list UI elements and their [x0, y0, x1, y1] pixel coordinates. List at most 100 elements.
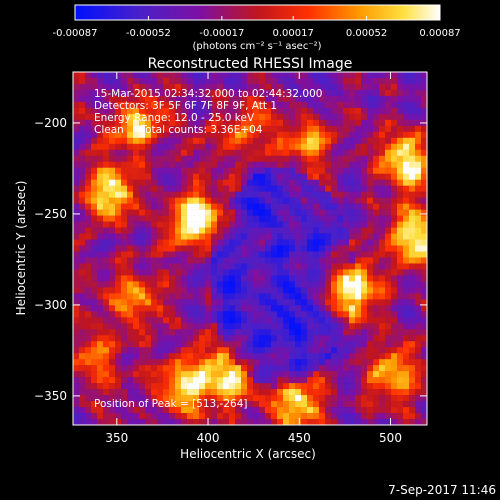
heatmap-cell [103, 101, 110, 109]
heatmap-cell [253, 311, 260, 318]
heatmap-cell [319, 365, 326, 372]
heatmap-cell [325, 221, 332, 228]
heatmap-cell [247, 215, 254, 222]
heatmap-cell [349, 107, 356, 115]
heatmap-cell [277, 281, 284, 288]
heatmap-cell [211, 107, 218, 115]
heatmap-cell [343, 161, 350, 169]
heatmap-cell [409, 263, 416, 270]
heatmap-cell [265, 371, 272, 378]
heatmap-cell [205, 305, 212, 312]
heatmap-cell [295, 281, 302, 288]
heatmap-cell [355, 137, 362, 145]
heatmap-cell [241, 131, 248, 139]
heatmap-cell [355, 119, 362, 127]
heatmap-cell [235, 72, 242, 79]
heatmap-cell [223, 203, 230, 210]
heatmap-cell [181, 401, 188, 408]
heatmap-cell [181, 227, 188, 234]
heatmap-cell [115, 149, 122, 157]
heatmap-cell [181, 275, 188, 282]
heatmap-cell [343, 299, 350, 306]
heatmap-cell [367, 407, 374, 414]
heatmap-cell [409, 365, 416, 372]
heatmap-cell [283, 239, 290, 246]
heatmap-cell [73, 395, 80, 402]
heatmap-cell [415, 239, 422, 246]
heatmap-cell [349, 377, 356, 384]
heatmap-cell [223, 197, 230, 204]
heatmap-cell [91, 89, 98, 97]
heatmap-cell [235, 353, 242, 360]
heatmap-cell [289, 143, 296, 151]
heatmap-cell [91, 413, 98, 420]
heatmap-cell [373, 413, 380, 420]
heatmap-cell [229, 215, 236, 222]
heatmap-cell [229, 239, 236, 246]
heatmap-cell [175, 377, 182, 384]
heatmap-cell [73, 365, 80, 372]
heatmap-cell [385, 131, 392, 139]
heatmap-cell [313, 359, 320, 366]
heatmap-cell [73, 101, 80, 109]
heatmap-cell [355, 179, 362, 186]
heatmap-cell [301, 371, 308, 378]
heatmap-cell [379, 305, 386, 312]
heatmap-cell [259, 377, 266, 384]
heatmap-cell [85, 413, 92, 420]
heatmap-cell [391, 131, 398, 139]
heatmap-cell [265, 359, 272, 366]
heatmap-cell [325, 95, 332, 103]
heatmap-cell [187, 353, 194, 360]
heatmap-cell [97, 407, 104, 414]
heatmap-cell [115, 359, 122, 366]
heatmap-cell [229, 329, 236, 336]
heatmap-cell [259, 72, 266, 79]
heatmap-cell [127, 395, 134, 402]
heatmap-cell [277, 72, 284, 79]
heatmap-cell [79, 83, 86, 91]
heatmap-cell [211, 347, 218, 354]
heatmap-cell [277, 413, 284, 420]
heatmap-cell [223, 389, 230, 396]
heatmap-cell [259, 275, 266, 282]
heatmap-cell [385, 119, 392, 127]
heatmap-cell [247, 401, 254, 408]
heatmap-cell [121, 395, 128, 402]
heatmap-cell [313, 311, 320, 318]
heatmap-cell [421, 377, 428, 384]
heatmap-cell [313, 83, 320, 91]
heatmap-cell [103, 389, 110, 396]
heatmap-cell [409, 149, 416, 157]
heatmap-cell [397, 101, 404, 109]
heatmap-cell [187, 251, 194, 258]
heatmap-cell [205, 299, 212, 306]
heatmap-cell [97, 251, 104, 258]
heatmap-cell [199, 359, 206, 366]
heatmap-cell [163, 263, 170, 270]
heatmap-cell [295, 419, 302, 426]
heatmap-cell [211, 353, 218, 360]
heatmap-cell [421, 72, 428, 79]
heatmap-cell [139, 347, 146, 354]
heatmap-cell [283, 167, 290, 175]
heatmap-cell [85, 383, 92, 390]
heatmap-cell [217, 107, 224, 115]
heatmap-cell [91, 299, 98, 306]
heatmap-cell [133, 191, 140, 198]
heatmap-cell [277, 257, 284, 264]
heatmap-cell [343, 383, 350, 390]
heatmap-cell [289, 125, 296, 133]
heatmap-cell [355, 329, 362, 336]
heatmap-cell [415, 203, 422, 210]
heatmap-cell [145, 263, 152, 270]
heatmap-cell [139, 281, 146, 288]
heatmap-cell [133, 221, 140, 228]
heatmap-cell [331, 113, 338, 121]
heatmap-cell [247, 143, 254, 151]
heatmap-cell [289, 359, 296, 366]
heatmap-cell [103, 419, 110, 426]
heatmap-cell [385, 287, 392, 294]
heatmap-cell [199, 293, 206, 300]
heatmap-cell [319, 215, 326, 222]
